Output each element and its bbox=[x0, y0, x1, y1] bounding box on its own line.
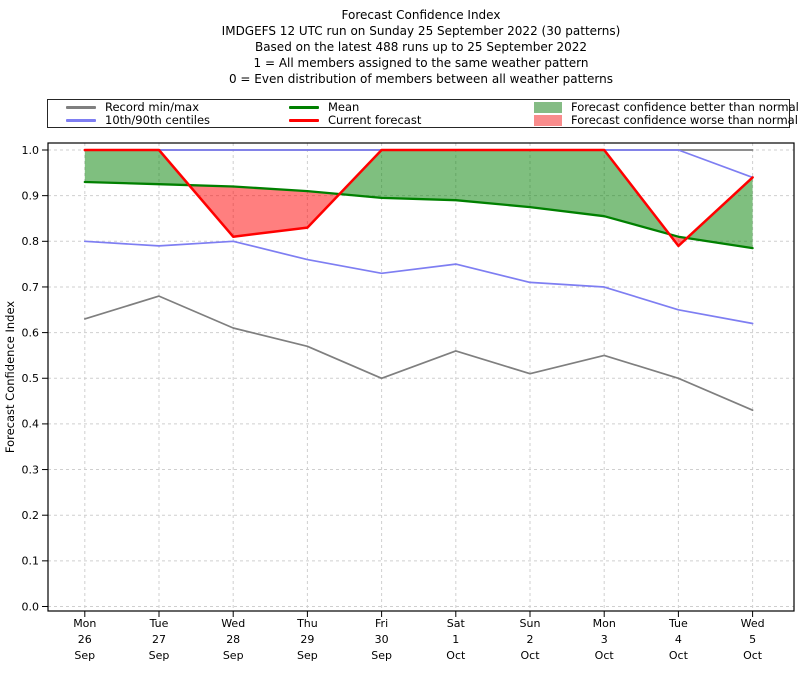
legend-item: 10th/90th centiles bbox=[66, 114, 289, 127]
better-than-normal-region bbox=[686, 177, 753, 249]
chart-title-block: Forecast Confidence Index IMDGEFS 12 UTC… bbox=[42, 7, 800, 87]
y-tick-label: 0.3 bbox=[22, 463, 40, 476]
legend-label: Record min/max bbox=[105, 100, 200, 114]
y-tick-label: 0.5 bbox=[22, 372, 40, 385]
y-tick-label: 0.4 bbox=[22, 418, 40, 431]
x-tick-label: 2 bbox=[527, 633, 534, 646]
x-tick-label: 26 bbox=[78, 633, 92, 646]
x-tick-label: Mon bbox=[73, 617, 96, 630]
y-tick-label: 0.8 bbox=[22, 235, 40, 248]
legend-label: Current forecast bbox=[328, 113, 422, 127]
y-axis-label: Forecast Confidence Index bbox=[3, 301, 17, 453]
title-line-2: IMDGEFS 12 UTC run on Sunday 25 Septembe… bbox=[221, 24, 621, 38]
x-tick-label: 4 bbox=[675, 633, 682, 646]
legend-item: Mean bbox=[289, 101, 534, 114]
legend-item: Record min/max bbox=[66, 101, 289, 114]
x-tick-label: Oct bbox=[743, 649, 763, 662]
x-tick-label: Sep bbox=[297, 649, 318, 662]
tick-labels: 0.0 0.1 0.2 0.3 0.4 0.5 0.6 0.7 0.8 0.9 1.0 Mon 26 Se… bbox=[22, 144, 765, 662]
better-than-normal-region bbox=[84, 150, 190, 186]
plot-border bbox=[47, 142, 795, 612]
x-tick-label: 29 bbox=[300, 633, 314, 646]
x-tick-label: Mon bbox=[593, 617, 616, 630]
legend-label: Mean bbox=[328, 100, 360, 114]
x-tick-label: Wed bbox=[741, 617, 765, 630]
y-tick-label: 0.0 bbox=[22, 600, 40, 613]
series-10th-centile bbox=[83, 240, 754, 325]
legend-line-swatch bbox=[289, 106, 319, 109]
x-tick-label: Oct bbox=[520, 649, 540, 662]
legend-line-swatch bbox=[66, 106, 96, 109]
legend-label: 10th/90th centiles bbox=[105, 113, 211, 127]
series-current-forecast bbox=[83, 148, 754, 248]
legend-patch-swatch bbox=[534, 115, 562, 126]
x-tick-label: 28 bbox=[226, 633, 240, 646]
legend-patch-swatch bbox=[534, 102, 562, 113]
x-tick-label: 30 bbox=[375, 633, 389, 646]
x-tick-label: Thu bbox=[296, 617, 318, 630]
legend-item: Forecast confidence worse than normal bbox=[534, 114, 799, 127]
gridlines bbox=[48, 143, 794, 611]
worse-than-normal-region bbox=[669, 234, 687, 246]
y-tick-label: 0.7 bbox=[22, 281, 40, 294]
title-line-3: Based on the latest 488 runs up to 25 Se… bbox=[254, 40, 588, 54]
legend-line-swatch bbox=[66, 119, 96, 122]
x-tick-label: Sun bbox=[520, 617, 541, 630]
legend-line-swatch bbox=[289, 119, 319, 122]
y-tick-label: 0.2 bbox=[22, 509, 40, 522]
x-tick-label: Oct bbox=[669, 649, 689, 662]
legend-item: Current forecast bbox=[289, 114, 534, 127]
y-tick-label: 0.1 bbox=[22, 555, 40, 568]
x-tick-label: Fri bbox=[375, 617, 388, 630]
x-tick-label: 1 bbox=[452, 633, 459, 646]
x-tick-label: Sep bbox=[223, 649, 244, 662]
legend-label: Forecast confidence worse than normal bbox=[571, 113, 798, 127]
data-lines bbox=[83, 148, 754, 412]
legend-label: Forecast confidence better than normal bbox=[571, 100, 799, 114]
x-tick-label: 27 bbox=[152, 633, 166, 646]
y-tick-label: 1.0 bbox=[22, 144, 40, 157]
chart-legend: Record min/max 10th/90th centiles Mean Curr… bbox=[47, 99, 799, 128]
legend-item: Forecast confidence better than normal bbox=[534, 101, 799, 114]
x-tick-label: Sat bbox=[447, 617, 466, 630]
y-tick-label: 0.9 bbox=[22, 189, 40, 202]
worse-than-normal-region bbox=[189, 185, 340, 237]
y-tick-label: 0.6 bbox=[22, 326, 40, 339]
x-tick-label: Sep bbox=[371, 649, 392, 662]
series-record-min bbox=[83, 295, 754, 412]
x-tick-label: Wed bbox=[221, 617, 245, 630]
x-tick-label: Sep bbox=[74, 649, 95, 662]
x-tick-label: Oct bbox=[595, 649, 615, 662]
x-tick-label: 5 bbox=[749, 633, 756, 646]
title-line-4: 1 = All members assigned to the same wea… bbox=[253, 56, 589, 70]
series-mean bbox=[83, 180, 754, 250]
x-tick-label: Oct bbox=[446, 649, 466, 662]
x-tick-label: 3 bbox=[601, 633, 608, 646]
title-line-5: 0 = Even distribution of members between… bbox=[228, 72, 614, 86]
axes-frame bbox=[42, 142, 795, 617]
x-tick-label: Tue bbox=[149, 617, 169, 630]
x-tick-label: Sep bbox=[149, 649, 170, 662]
x-tick-label: Tue bbox=[668, 617, 688, 630]
title-line-1: Forecast Confidence Index bbox=[341, 8, 501, 22]
